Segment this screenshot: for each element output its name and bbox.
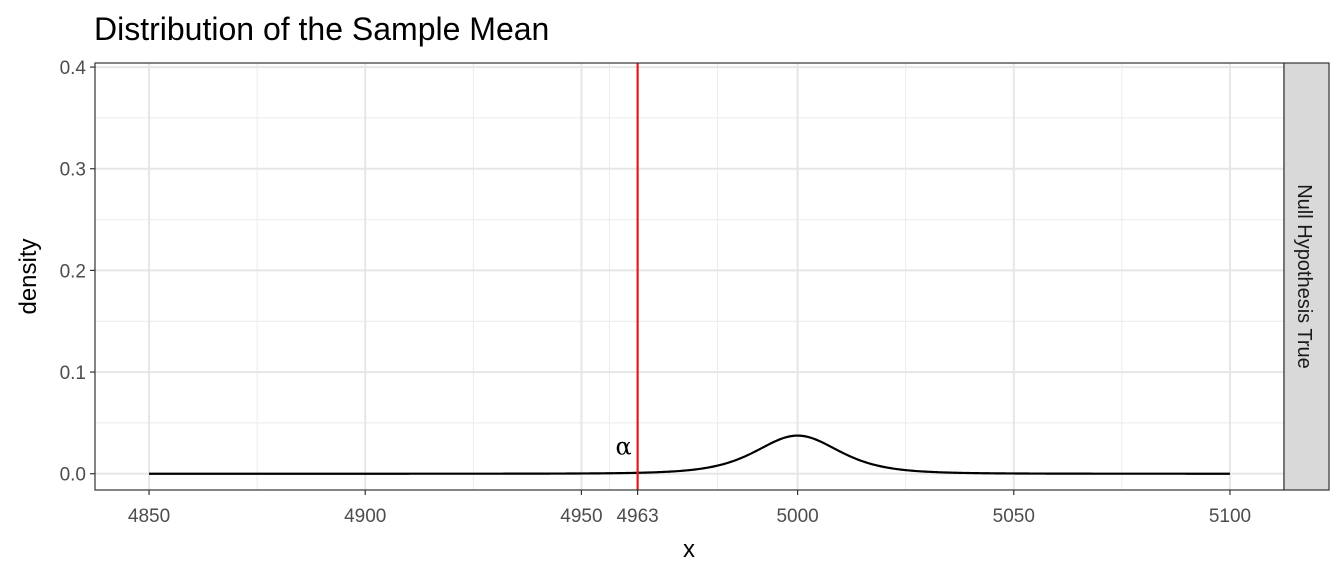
y-tick-label: 0.0 [60,465,86,486]
x-axis-title: x [683,536,695,563]
y-tick-label: 0.2 [60,261,86,282]
facet-strip [1283,62,1330,491]
x-axis: 4850 4900 4950 4963 5000 5050 5100 [128,490,1251,527]
x-tick-label: 5100 [1209,506,1251,527]
chart-title: Distribution of the Sample Mean [94,11,549,47]
density-curve [149,434,1230,475]
x-tick-label: 4850 [128,506,170,527]
x-tick-label: 5050 [993,506,1035,527]
x-tick-label: 4900 [344,506,386,527]
grid-minor [95,63,1284,490]
facet-strip-label: Null Hypothesis True [1293,184,1315,369]
y-axis-title: density [15,238,42,314]
alpha-label: α [616,432,632,460]
y-tick-label: 0.4 [60,58,87,79]
x-tick-label: 4950 [560,506,602,527]
y-tick-label: 0.1 [60,363,86,384]
x-tick-label: 5000 [776,506,818,527]
plot-panel [95,63,1284,490]
x-tick-label: 4963 [616,506,658,527]
y-axis: 0.0 0.1 0.2 0.3 0.4 [60,58,95,486]
y-tick-label: 0.3 [60,160,86,181]
